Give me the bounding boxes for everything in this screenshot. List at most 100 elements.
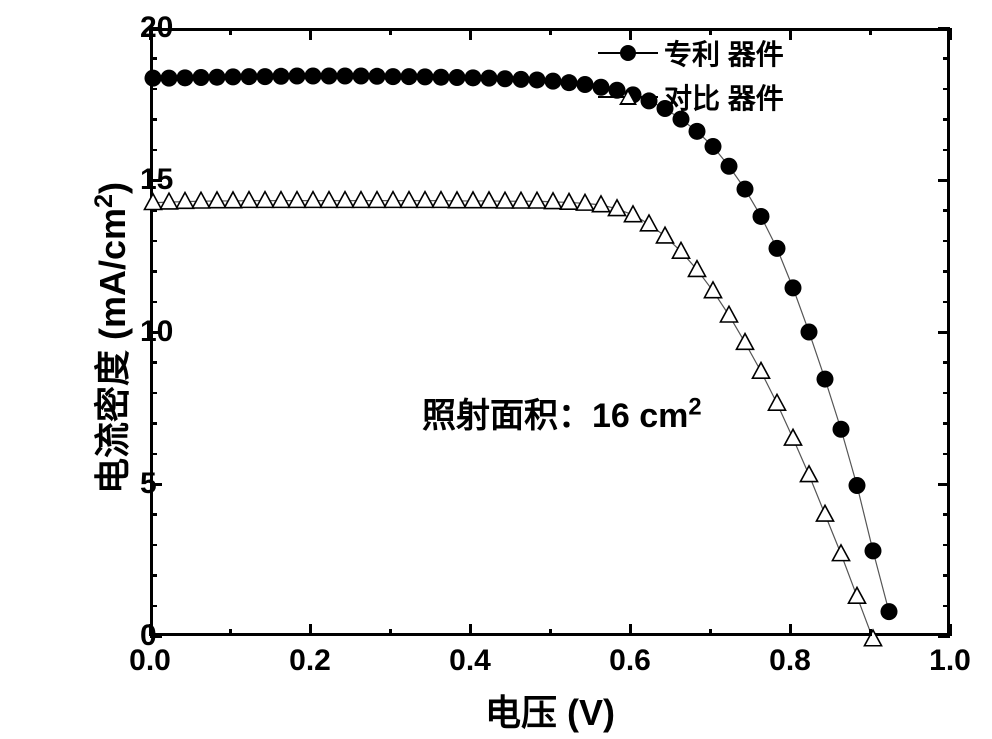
x-tick [869, 629, 872, 636]
marker-circle [561, 74, 578, 91]
marker-triangle [752, 362, 769, 378]
x-tick-top [389, 28, 392, 35]
x-tick [389, 629, 392, 636]
marker-circle [705, 138, 722, 155]
marker-circle [881, 603, 898, 620]
marker-circle [801, 323, 818, 340]
marker-circle [385, 68, 402, 85]
marker-circle [417, 68, 434, 85]
y-tick [150, 361, 157, 364]
marker-circle [481, 70, 498, 87]
x-tick-top [309, 28, 312, 40]
marker-circle [161, 70, 178, 87]
marker-circle [401, 68, 418, 85]
y-tick-right [943, 240, 950, 243]
y-tick [150, 513, 157, 516]
y-tick-right [943, 149, 950, 152]
marker-triangle [720, 306, 737, 322]
x-tick-top [709, 28, 712, 35]
y-tick [150, 605, 157, 608]
x-axis-label: 电压 (V) [150, 684, 950, 736]
marker-triangle [768, 394, 785, 410]
y-tick [150, 574, 157, 577]
marker-triangle [192, 192, 209, 208]
y-tick-right [938, 179, 950, 182]
marker-triangle [656, 227, 673, 243]
marker-circle [289, 67, 306, 84]
jv-curve-figure: 电流密度 (mA/cm2) 电压 (V) 专利 器件对比 器件 照射面积：16 … [0, 0, 992, 739]
marker-circle [785, 279, 802, 296]
plot-area [150, 28, 950, 636]
marker-triangle [400, 192, 417, 208]
y-tick-right [943, 453, 950, 456]
marker-triangle [800, 466, 817, 482]
x-tick-top [789, 28, 792, 40]
y-tick-right [943, 605, 950, 608]
marker-circle [337, 67, 354, 84]
marker-triangle [448, 192, 465, 208]
marker-triangle [512, 192, 529, 208]
marker-triangle [208, 192, 225, 208]
marker-triangle [544, 193, 561, 209]
y-tick [150, 544, 157, 547]
marker-triangle [288, 192, 305, 208]
y-tick [150, 57, 157, 60]
marker-circle [577, 76, 594, 93]
y-tick [150, 422, 157, 425]
marker-circle [513, 71, 530, 88]
marker-circle [353, 67, 370, 84]
y-tick [150, 240, 157, 243]
x-tick [629, 624, 632, 636]
marker-triangle [672, 242, 689, 258]
x-tick-top [949, 28, 952, 40]
marker-circle [369, 68, 386, 85]
curves-svg [153, 31, 953, 639]
marker-triangle [784, 429, 801, 445]
marker-triangle [560, 193, 577, 209]
x-tick-label: 0.6 [609, 644, 651, 678]
marker-triangle [576, 194, 593, 210]
x-tick [789, 624, 792, 636]
y-tick [150, 392, 157, 395]
marker-triangle [640, 215, 657, 231]
marker-triangle [528, 192, 545, 208]
y-tick [150, 453, 157, 456]
marker-circle [689, 123, 706, 140]
x-tick [709, 629, 712, 636]
y-tick-right [943, 392, 950, 395]
marker-circle [257, 68, 274, 85]
marker-circle [145, 70, 162, 87]
x-tick [229, 629, 232, 636]
y-tick [150, 270, 157, 273]
y-tick-right [943, 513, 950, 516]
y-tick-right [943, 422, 950, 425]
y-tick-right [943, 301, 950, 304]
y-tick-right [938, 27, 950, 30]
x-tick-top [549, 28, 552, 35]
marker-circle [273, 68, 290, 85]
marker-triangle [416, 192, 433, 208]
y-tick-right [943, 574, 950, 577]
y-tick-right [943, 270, 950, 273]
y-tick [150, 88, 157, 91]
y-tick-right [943, 209, 950, 212]
y-tick-right [943, 361, 950, 364]
x-tick-top [869, 28, 872, 35]
marker-triangle [320, 192, 337, 208]
y-tick [150, 149, 157, 152]
marker-circle [433, 69, 450, 86]
marker-triangle [352, 192, 369, 208]
x-tick-label: 1.0 [929, 644, 971, 678]
marker-circle [529, 71, 546, 88]
marker-circle [321, 67, 338, 84]
y-tick-right [943, 57, 950, 60]
marker-triangle [256, 192, 273, 208]
marker-circle [497, 70, 514, 87]
legend-item: 对比 器件 [598, 77, 784, 117]
filled-circle-icon [598, 45, 658, 61]
marker-circle [849, 477, 866, 494]
marker-circle [737, 181, 754, 198]
marker-triangle [272, 192, 289, 208]
x-tick-label: 0.8 [769, 644, 811, 678]
marker-triangle [464, 192, 481, 208]
